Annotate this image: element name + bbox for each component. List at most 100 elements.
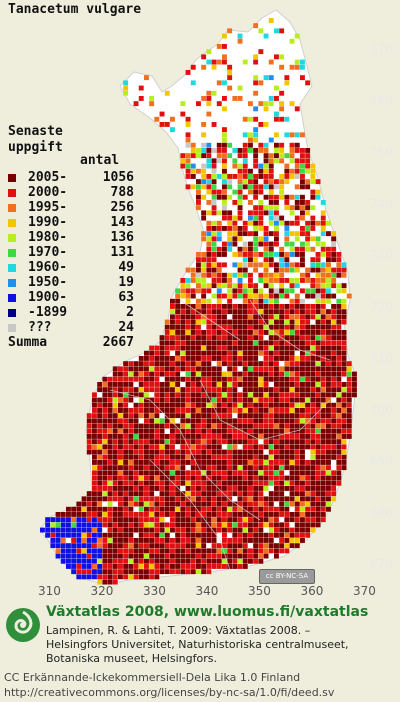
observation-cell [310, 174, 316, 179]
observation-cell [154, 361, 160, 367]
observation-cell [211, 241, 217, 247]
observation-cell [154, 392, 160, 398]
observation-cell [253, 283, 259, 289]
observation-cell [185, 527, 191, 533]
observation-cell [170, 512, 175, 517]
observation-cell [336, 314, 342, 320]
observation-cell [164, 439, 170, 445]
observation-cell [268, 304, 274, 309]
observation-cell [107, 449, 113, 455]
observation-cell [196, 496, 201, 502]
observation-cell [279, 142, 285, 148]
observation-cell [341, 413, 347, 419]
observation-cell [258, 309, 264, 315]
observation-cell [326, 387, 331, 393]
observation-cell [242, 319, 248, 325]
observation-cell [320, 361, 326, 367]
observation-cell [206, 59, 212, 65]
observation-cell [237, 345, 243, 351]
observation-cell [310, 350, 316, 356]
observation-cell [294, 267, 300, 273]
observation-cell [274, 475, 279, 481]
observation-cell [331, 496, 337, 502]
observation-cell [206, 262, 212, 268]
observation-cell [185, 532, 191, 538]
observation-cell [300, 366, 305, 372]
observation-cell [331, 413, 337, 419]
cc-license-badge[interactable]: cc BY-NC-SA [259, 569, 315, 584]
observation-cell [341, 309, 347, 315]
observation-cell [237, 517, 243, 523]
observation-cell [274, 85, 279, 91]
observation-cell [300, 210, 305, 216]
observation-cell [305, 184, 311, 190]
observation-cell [341, 272, 347, 278]
observation-cell [45, 532, 51, 538]
observation-cell [149, 517, 155, 523]
observation-cell [133, 553, 139, 559]
observation-cell [175, 314, 181, 320]
observation-cell [320, 428, 326, 434]
observation-cell [305, 304, 311, 309]
observation-cell [175, 423, 181, 429]
observation-cell [310, 449, 316, 455]
observation-cell [118, 496, 123, 502]
observation-cell [175, 522, 181, 528]
observation-cell [284, 512, 290, 517]
observation-cell [268, 376, 274, 382]
observation-cell [253, 470, 259, 476]
observation-cell [55, 543, 61, 549]
observation-cell [107, 491, 113, 497]
observation-cell [118, 569, 123, 575]
observation-cell [237, 309, 243, 315]
observation-cell [315, 194, 321, 200]
observation-cell [180, 293, 186, 299]
observation-cell [232, 439, 238, 445]
observation-cell [175, 470, 181, 476]
observation-cell [320, 491, 326, 497]
license-url[interactable]: http://creativecommons.org/licenses/by-n… [4, 686, 335, 699]
observation-cell [133, 569, 139, 575]
observation-cell [258, 408, 264, 413]
observation-cell [97, 579, 103, 585]
observation-cell [206, 413, 212, 419]
observation-cell [315, 283, 321, 289]
observation-cell [274, 220, 279, 226]
observation-cell [81, 558, 87, 564]
observation-cell [86, 506, 92, 512]
observation-cell [144, 392, 149, 398]
observation-cell [60, 517, 66, 523]
observation-cell [242, 376, 248, 382]
observation-cell [248, 288, 253, 294]
observation-cell [352, 387, 357, 393]
observation-cell [289, 210, 295, 216]
observation-cell [180, 335, 186, 341]
observation-cell [284, 231, 290, 237]
observation-cell [138, 480, 144, 486]
observation-cell [102, 579, 108, 585]
observation-cell [138, 491, 144, 497]
observation-cell [227, 465, 233, 471]
observation-cell [289, 397, 295, 403]
observation-cell [320, 449, 326, 455]
observation-cell [315, 340, 321, 346]
observation-cell [216, 252, 222, 257]
observation-cell [175, 356, 181, 361]
observation-cell [92, 564, 97, 569]
observation-cell [279, 220, 285, 226]
observation-cell [206, 288, 212, 294]
observation-cell [310, 293, 316, 299]
observation-cell [190, 569, 196, 575]
observation-cell [253, 402, 259, 408]
observation-cell [274, 345, 279, 351]
observation-cell [118, 376, 123, 382]
observation-cell [149, 101, 155, 107]
observation-cell [144, 569, 149, 575]
observation-cell [144, 371, 149, 377]
observation-cell [211, 444, 217, 450]
observation-cell [341, 382, 347, 387]
observation-cell [268, 496, 274, 502]
observation-cell [190, 558, 196, 564]
observation-cell [196, 553, 201, 559]
observation-cell [274, 408, 279, 413]
